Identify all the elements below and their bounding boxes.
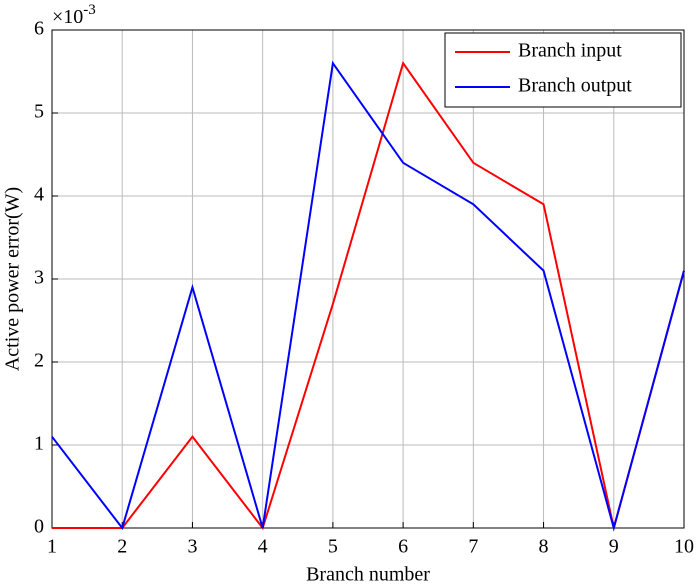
y-tick-label: 0 bbox=[34, 516, 44, 538]
y-tick-label: 4 bbox=[34, 184, 44, 206]
y-exponent: ×10-3 bbox=[52, 2, 96, 27]
series-line bbox=[52, 60, 685, 531]
legend-label: Branch input bbox=[518, 40, 622, 62]
series-line bbox=[51, 60, 685, 532]
y-exponent-base: ×10 bbox=[52, 6, 83, 28]
x-axis-label: Branch number bbox=[306, 564, 430, 586]
legend-box bbox=[444, 32, 682, 108]
y-tick-label: 6 bbox=[34, 18, 44, 40]
y-tick-label: 3 bbox=[34, 267, 44, 289]
y-tick-label: 5 bbox=[34, 101, 44, 123]
x-tick-label: 6 bbox=[398, 536, 408, 558]
x-tick-label: 8 bbox=[539, 536, 549, 558]
y-tick-label: 1 bbox=[34, 433, 44, 455]
y-exponent-power: -3 bbox=[83, 2, 96, 18]
x-tick-label: 3 bbox=[187, 536, 197, 558]
x-tick-label: 1 bbox=[47, 536, 57, 558]
x-tick-label: 9 bbox=[609, 536, 619, 558]
x-tick-label: 4 bbox=[258, 536, 268, 558]
y-axis-label: Active power error(W) bbox=[2, 187, 24, 371]
x-tick-label: 2 bbox=[117, 536, 127, 558]
x-tick-label: 10 bbox=[674, 536, 694, 558]
x-tick-label: 7 bbox=[468, 536, 478, 558]
legend-label: Branch output bbox=[518, 75, 632, 97]
y-tick-label: 2 bbox=[34, 350, 44, 372]
x-tick-label: 5 bbox=[328, 536, 338, 558]
plot-frame bbox=[51, 29, 685, 529]
